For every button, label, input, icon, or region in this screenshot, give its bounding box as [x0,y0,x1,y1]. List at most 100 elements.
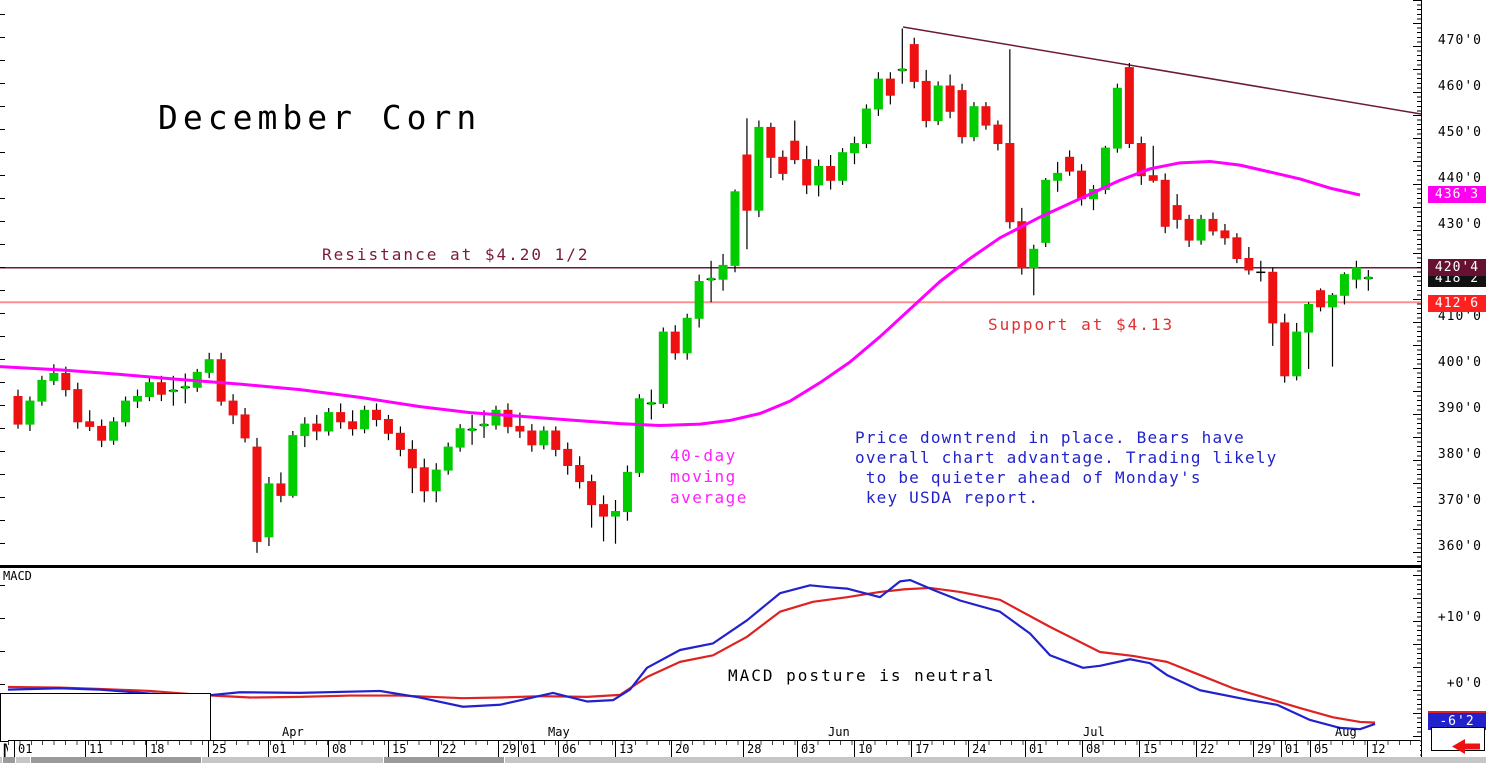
candle-body-down [1244,258,1254,271]
candle-body [182,385,189,389]
candle-body-up [539,430,549,446]
price-tick-label: 460'0 [1437,79,1482,94]
candle-body-down [1160,179,1170,227]
candle-body-down [395,432,405,450]
candle-body-down [503,409,513,427]
candle-body-up [1292,331,1302,377]
candle-body-up [133,396,142,402]
price-macd-divider [0,565,1421,568]
date-cell: 12 [1367,741,1385,758]
date-cell: 01 [268,741,286,758]
month-label-may: May [548,725,570,739]
price-tick-label: 470'0 [1437,33,1482,48]
macd-line [7,578,1376,731]
candle-body-down [1172,205,1182,220]
candle-body-up [933,85,943,121]
date-cell: 20 [671,741,689,758]
candle-body-down [575,465,585,483]
candle-body [899,68,906,72]
candle-body-up [694,281,704,319]
daily-tick-marks [8,741,1420,745]
price-badge: 436'3 [1428,186,1486,204]
date-cell: 06 [558,741,576,758]
candle-body-up [850,143,859,154]
candle-body-up [1304,304,1314,333]
month-label-apr: Apr [282,725,304,739]
scrollbar-segment[interactable] [2,757,16,763]
price-badge: 412'6 [1428,294,1486,312]
date-cell: 13 [615,741,633,758]
candle-body-down [97,425,107,441]
candle-body-up [144,382,154,398]
candle-body-down [778,156,788,174]
candle-body-up [121,400,131,423]
candle-body-down [742,154,752,211]
month-label-aug: Aug [1335,725,1357,739]
price-tick-label: 370'0 [1437,493,1482,508]
horizontal-scrollbar[interactable] [0,757,1486,763]
price-badge: 420'4 [1428,259,1486,277]
candle-body-up [1053,172,1063,181]
candle-body-down [73,389,83,423]
candle-body-up [431,469,441,492]
candle-body-down [336,412,346,423]
scroll-left-arrow[interactable] [1452,739,1480,754]
candle-body-down [1268,271,1278,324]
date-cell: 01 [1025,741,1043,758]
right-axis-line [1421,0,1422,757]
candle-body-up [611,511,620,517]
candle-body-up [1029,248,1039,269]
date-cell: 08 [1082,741,1100,758]
candle-body-up [37,379,47,402]
price-tick-label: 400'0 [1437,355,1482,370]
left-axis-ticks-price [0,14,5,559]
candle-body-up [1196,218,1206,241]
candle-body [481,423,488,427]
candle-body-up [1351,267,1361,280]
candle-body-up [1339,274,1349,296]
scrollbar-segment[interactable] [383,757,505,763]
resistance-annotation: Resistance at $4.20 1/2 [322,245,590,264]
candle-body-up [873,78,883,110]
candle-body-up [754,126,764,211]
candle-body-down [1232,237,1242,260]
date-cell: 25 [208,741,226,758]
date-cell: 15 [1139,741,1157,758]
candle-body-down [216,359,226,402]
price-tick-label: 390'0 [1437,401,1482,416]
date-cell: 05 [1310,741,1328,758]
candle-body-down [945,85,955,112]
scrollbar-segment[interactable] [30,757,202,763]
candle-body [469,428,476,432]
candle-body-down [1005,143,1015,223]
date-cell: 18 [146,741,164,758]
date-cell: 15 [388,741,406,758]
candle-body-up [969,106,979,138]
candle-body-up [814,166,824,186]
date-cell: 17 [911,741,929,758]
candle-body-down [790,140,800,161]
macd-signal-line [7,586,1376,724]
month-label-jun: Jun [828,725,850,739]
candle-body [708,277,715,281]
candle-body-up [491,409,501,426]
price-tick-label: 380'0 [1437,447,1482,462]
candle-body-down [551,430,561,450]
candle-body-up [658,331,668,404]
candle-body-down [515,425,525,432]
candle-body-up [1112,87,1122,149]
candle-body-up [455,428,465,448]
macd-values-box: MACD=-6'1.78 MACDA=-6'0.14 [0,693,211,762]
candle-body [1365,276,1372,280]
candle-body-down [1208,218,1218,232]
support-annotation: Support at $4.13 [988,315,1175,334]
candle-body-down [1316,290,1326,308]
candle-body-up [682,317,692,354]
price-tick-label: 440'0 [1437,171,1482,186]
candle-body-down [85,421,95,427]
candle-body-down [587,481,597,506]
candle-body-up [300,423,310,437]
candle-body-down [1124,67,1134,144]
candle-body-down [348,421,358,430]
candle-body-up [1328,294,1337,308]
